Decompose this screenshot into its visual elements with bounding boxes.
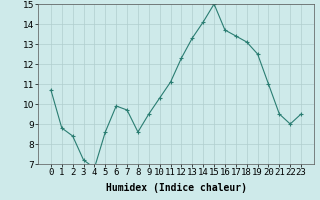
X-axis label: Humidex (Indice chaleur): Humidex (Indice chaleur) — [106, 183, 246, 193]
